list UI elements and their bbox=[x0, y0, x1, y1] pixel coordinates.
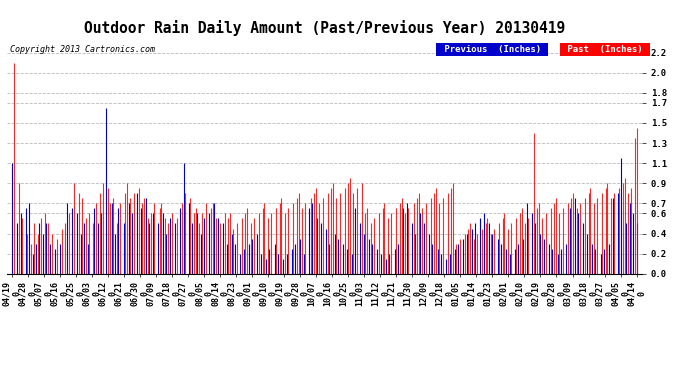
Text: Copyright 2013 Cartronics.com: Copyright 2013 Cartronics.com bbox=[10, 45, 155, 54]
Text: Past  (Inches): Past (Inches) bbox=[562, 45, 649, 54]
Title: Outdoor Rain Daily Amount (Past/Previous Year) 20130419: Outdoor Rain Daily Amount (Past/Previous… bbox=[83, 20, 565, 36]
Text: Previous  (Inches): Previous (Inches) bbox=[439, 45, 546, 54]
